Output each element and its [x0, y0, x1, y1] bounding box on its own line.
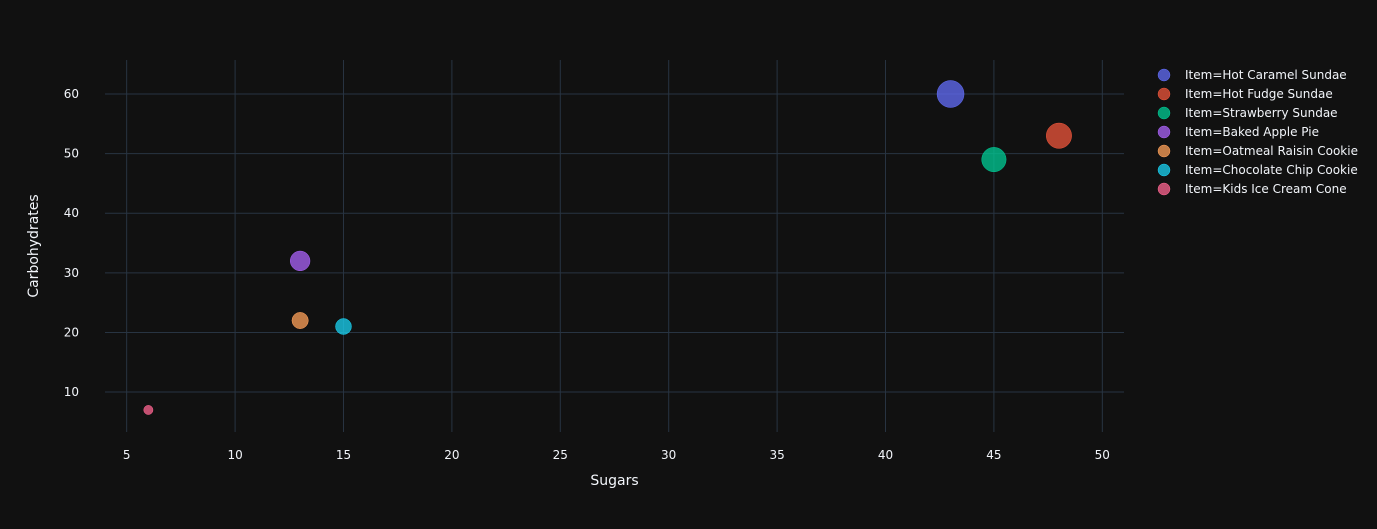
legend-marker — [1157, 106, 1171, 120]
legend-label: Item=Kids Ice Cream Cone — [1185, 182, 1347, 196]
data-point[interactable] — [981, 147, 1007, 173]
x-tick-label: 25 — [553, 448, 568, 462]
y-tick-label: 30 — [64, 266, 79, 280]
legend-item[interactable]: Item=Chocolate Chip Cookie — [1157, 163, 1358, 177]
legend-label: Item=Strawberry Sundae — [1185, 106, 1338, 120]
legend-marker — [1157, 87, 1171, 101]
x-tick-label: 40 — [878, 448, 893, 462]
x-tick-label: 10 — [227, 448, 242, 462]
x-tick-label: 5 — [123, 448, 131, 462]
data-point[interactable] — [291, 312, 309, 329]
grid — [105, 60, 1124, 432]
x-tick-label: 45 — [986, 448, 1001, 462]
x-tick-label: 50 — [1095, 448, 1110, 462]
legend-label: Item=Hot Fudge Sundae — [1185, 87, 1333, 101]
data-point[interactable] — [143, 405, 154, 415]
legend-label: Item=Chocolate Chip Cookie — [1185, 163, 1358, 177]
legend-marker — [1157, 125, 1171, 139]
legend-marker — [1157, 163, 1171, 177]
data-point[interactable] — [936, 80, 965, 108]
legend-item[interactable]: Item=Hot Fudge Sundae — [1157, 87, 1333, 101]
x-tick-label: 15 — [336, 448, 351, 462]
legend-item[interactable]: Item=Oatmeal Raisin Cookie — [1157, 144, 1358, 158]
x-tick-label: 30 — [661, 448, 676, 462]
legend-label: Item=Baked Apple Pie — [1185, 125, 1319, 139]
axis-ticks: 5 10 15 20 25 30 35 40 45 50 10 20 30 40 50 60 — [64, 87, 1110, 462]
legend-label: Item=Hot Caramel Sundae — [1185, 68, 1347, 82]
x-axis-title: Sugars — [590, 473, 638, 489]
data-point[interactable] — [335, 318, 352, 335]
data-point[interactable] — [1046, 122, 1072, 149]
legend-item[interactable]: Item=Strawberry Sundae — [1157, 106, 1338, 120]
x-tick-label: 20 — [444, 448, 459, 462]
legend-marker — [1157, 68, 1171, 82]
y-tick-label: 20 — [64, 325, 79, 339]
legend-marker — [1157, 182, 1171, 196]
legend-marker — [1157, 144, 1171, 158]
y-axis-title: Carbohydrates — [26, 194, 42, 297]
data-point[interactable] — [290, 250, 311, 272]
legend-item[interactable]: Item=Hot Caramel Sundae — [1157, 68, 1347, 82]
legend: Item=Hot Caramel Sundae Item=Hot Fudge Su… — [1157, 68, 1358, 196]
y-tick-label: 60 — [64, 87, 79, 101]
y-tick-label: 10 — [64, 385, 79, 399]
legend-item[interactable]: Item=Baked Apple Pie — [1157, 125, 1319, 139]
y-tick-label: 40 — [64, 206, 79, 220]
legend-item[interactable]: Item=Kids Ice Cream Cone — [1157, 182, 1347, 196]
y-tick-label: 50 — [64, 147, 79, 161]
legend-label: Item=Oatmeal Raisin Cookie — [1185, 144, 1358, 158]
x-tick-label: 35 — [769, 448, 784, 462]
data-markers — [143, 80, 1072, 415]
